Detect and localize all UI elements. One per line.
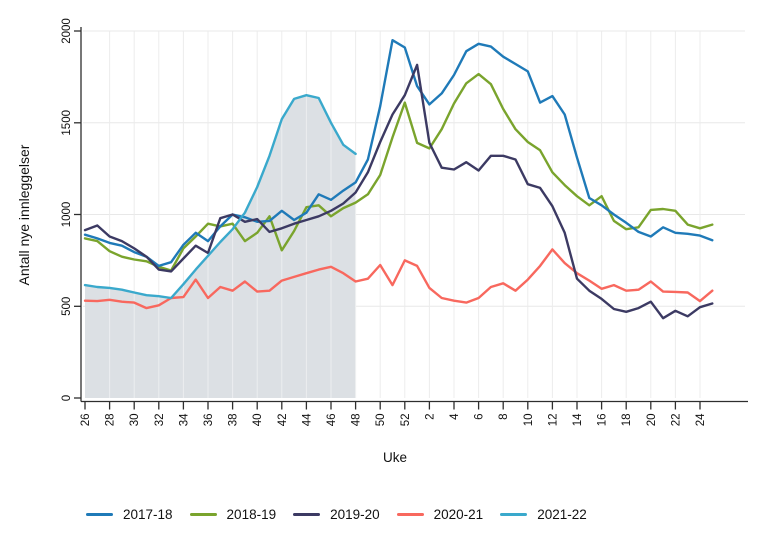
shaded-area-2021-22 [85,95,356,398]
x-tick-label: 10 [523,414,535,427]
axes [74,27,748,410]
legend-swatch-2018-19 [189,513,217,516]
legend-item-2018-19: 2018-19 [189,507,277,522]
y-tick-label: 500 [61,297,73,316]
legend-item-2021-22: 2021-22 [500,507,587,522]
legend-label: 2021-22 [537,507,587,522]
x-tick-label: 28 [105,414,117,427]
x-tick-label: 32 [154,414,166,427]
legend-item-2017-18: 2017-18 [86,507,173,522]
x-tick-label: 50 [375,414,387,427]
legend-swatch-2019-20 [293,513,321,516]
x-tick-label: 24 [695,413,707,426]
legend-swatch-2020-21 [396,513,424,516]
y-tick-label: 1000 [61,202,73,228]
series-line-2019-20 [83,63,714,320]
x-axis-title: Uke [382,450,407,465]
series-line-2020-21 [83,248,714,310]
x-tick-label: 48 [351,414,363,427]
x-tick-label: 42 [277,414,289,427]
y-tick-label: 0 [61,395,73,401]
x-tick-label: 46 [326,414,338,427]
x-tick-label: 44 [301,413,313,426]
horizontal-gridlines [83,30,745,307]
y-tick-label: 1500 [61,110,73,136]
x-tick-label: 20 [646,414,658,427]
x-tick-label: 16 [597,414,609,427]
legend-label: 2019-20 [330,507,380,522]
x-tick-label: 12 [547,414,559,427]
x-tick-label: 40 [252,414,264,427]
legend-label: 2020-21 [433,507,484,522]
x-tick-label: 6 [474,414,486,420]
x-tick-label: 30 [129,414,141,427]
x-tick-label: 22 [670,414,682,427]
legend-swatch-2017-18 [86,513,113,516]
legend-label: 2017-18 [123,507,173,522]
legend-label: 2018-19 [226,507,277,522]
x-tick-label: 18 [621,414,633,427]
x-tick-label: 38 [228,414,240,427]
x-tick-label: 4 [449,413,461,420]
x-tick-label: 36 [203,414,215,427]
x-tick-label: 52 [400,414,412,427]
x-tick-label: 8 [498,414,510,420]
series-line-2017-18 [83,39,714,268]
x-tick-label: 14 [572,413,584,426]
legend-swatch-2021-22 [500,513,528,516]
chart-legend: 2017-18 2018-19 2019-20 2020-21 2021-22 [0,507,760,522]
x-tick-label: 34 [178,413,190,426]
x-tick-label: 2 [424,414,436,420]
legend-item-2019-20: 2019-20 [293,507,380,522]
series-line-2021-22 [83,93,357,300]
y-tick-label: 2000 [61,18,73,44]
x-tick-label: 26 [80,414,92,427]
legend-item-2020-21: 2020-21 [396,507,484,522]
